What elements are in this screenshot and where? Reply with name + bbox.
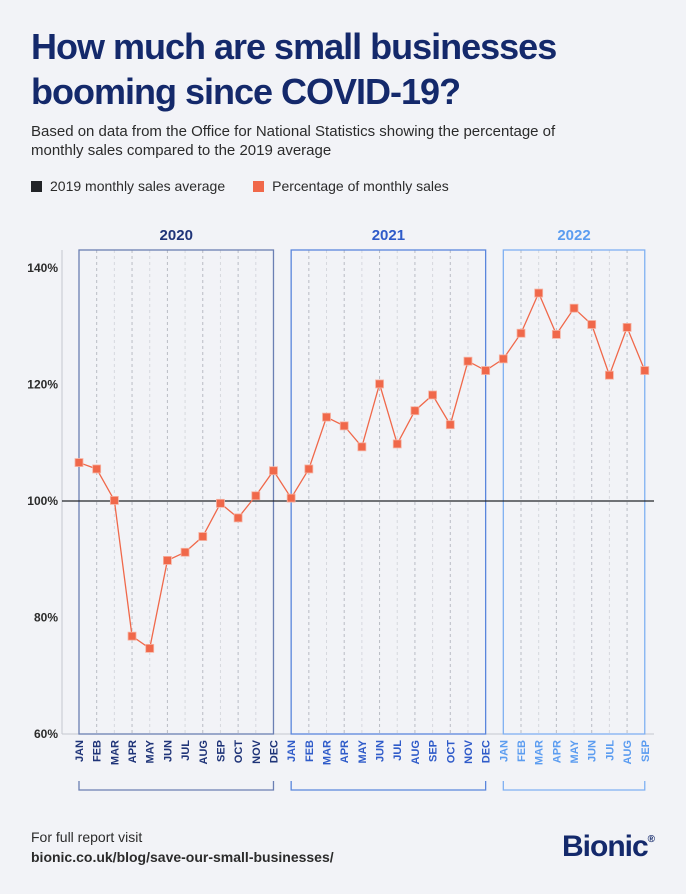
x-tick-label: JUN [162,740,174,762]
x-tick-label: SEP [640,740,652,762]
data-point [498,354,508,364]
data-point [640,366,650,375]
data-point [322,412,331,422]
x-tick-label: JAN [498,740,510,762]
data-point [445,420,455,430]
x-tick-label: DEC [481,740,493,763]
data-point [463,356,473,366]
x-tick-label: APR [339,740,351,763]
data-point [198,532,208,541]
bionic-logo: Bionic® [562,830,655,864]
data-point [357,442,367,452]
year-box-2021 [290,249,487,735]
year-label-2021: 2021 [372,227,405,244]
x-tick-label: MAR [534,740,546,765]
x-tick-label: AUG [198,740,210,764]
legend-item-average: 2019 monthly sales average [31,178,225,194]
x-tick-label: NOV [251,739,263,764]
legend-item-sales: Percentage of monthly sales [253,178,449,194]
x-tick-label: JUL [392,740,404,761]
data-point [145,643,155,653]
x-tick-label: FEB [92,740,104,762]
data-point [481,366,491,375]
data-point [339,421,349,431]
x-tick-label: APR [551,740,563,763]
data-point [534,288,544,298]
data-point [516,328,526,338]
x-tick-label: MAY [569,739,581,763]
data-point [162,556,172,565]
legend-swatch-average [31,180,42,192]
legend-swatch-sales [253,180,265,192]
year-bracket-2021 [290,781,487,791]
logo-text: Bionic [562,830,649,863]
data-point [304,464,314,474]
x-tick-label: OCT [445,740,457,764]
registered-mark: ® [647,834,655,845]
data-point [569,303,579,313]
year-box-2022 [502,249,646,735]
y-tick-label: 60% [34,727,58,741]
data-point [127,631,137,641]
data-point [428,390,438,400]
data-point [251,491,261,501]
footer: For full report visit bionic.co.uk/blog/… [31,827,334,867]
y-tick-label: 140% [27,261,58,275]
x-tick-label: FEB [516,740,528,762]
legend-label-sales: Percentage of monthly sales [272,178,449,194]
y-tick-label: 120% [27,378,58,392]
legend-label-average: 2019 monthly sales average [50,178,226,194]
year-label-2022: 2022 [557,227,590,244]
data-point [216,498,225,508]
data-point [551,330,561,339]
x-tick-label: JUN [375,740,387,762]
legend: 2019 monthly sales average Percentage of… [31,178,449,194]
x-tick-label: JAN [286,740,298,762]
year-box-2020 [78,249,275,735]
footer-text: For full report visit [31,829,143,845]
x-tick-label: JUN [587,740,599,762]
data-point [605,370,614,380]
data-point [92,464,102,474]
x-tick-label: MAY [357,739,369,763]
x-tick-label: SEP [215,740,227,762]
y-tick-label: 80% [34,611,58,625]
x-tick-label: JAN [74,740,86,762]
data-point [587,320,597,329]
data-point [392,439,402,449]
report-link[interactable]: bionic.co.uk/blog/save-our-small-busines… [31,849,334,865]
year-label-2020: 2020 [160,227,193,244]
data-point [233,513,243,523]
page-title: How much are small businesses booming si… [31,26,557,112]
x-tick-label: MAY [145,739,157,763]
data-point [622,323,632,332]
data-point [74,458,84,467]
x-tick-label: APR [127,740,139,763]
x-tick-label: FEB [304,740,316,762]
x-tick-label: SEP [428,740,440,762]
subtitle: Based on data from the Office for Nation… [31,123,556,159]
data-point [286,493,296,503]
data-point [109,496,119,505]
x-tick-label: OCT [233,740,245,764]
year-bracket-2020 [78,781,275,791]
data-point [269,466,278,476]
x-tick-label: JUL [180,740,192,761]
data-point [375,379,384,389]
x-tick-label: MAR [109,740,121,765]
x-tick-label: MAR [322,740,334,765]
x-tick-label: DEC [268,740,280,763]
x-tick-label: NOV [463,739,475,764]
data-point [410,406,420,416]
x-tick-label: AUG [410,740,422,764]
x-tick-label: JUL [604,740,616,761]
x-tick-label: AUG [622,740,634,764]
y-tick-label: 100% [27,494,58,508]
year-bracket-2022 [502,781,646,791]
data-point [180,547,190,557]
